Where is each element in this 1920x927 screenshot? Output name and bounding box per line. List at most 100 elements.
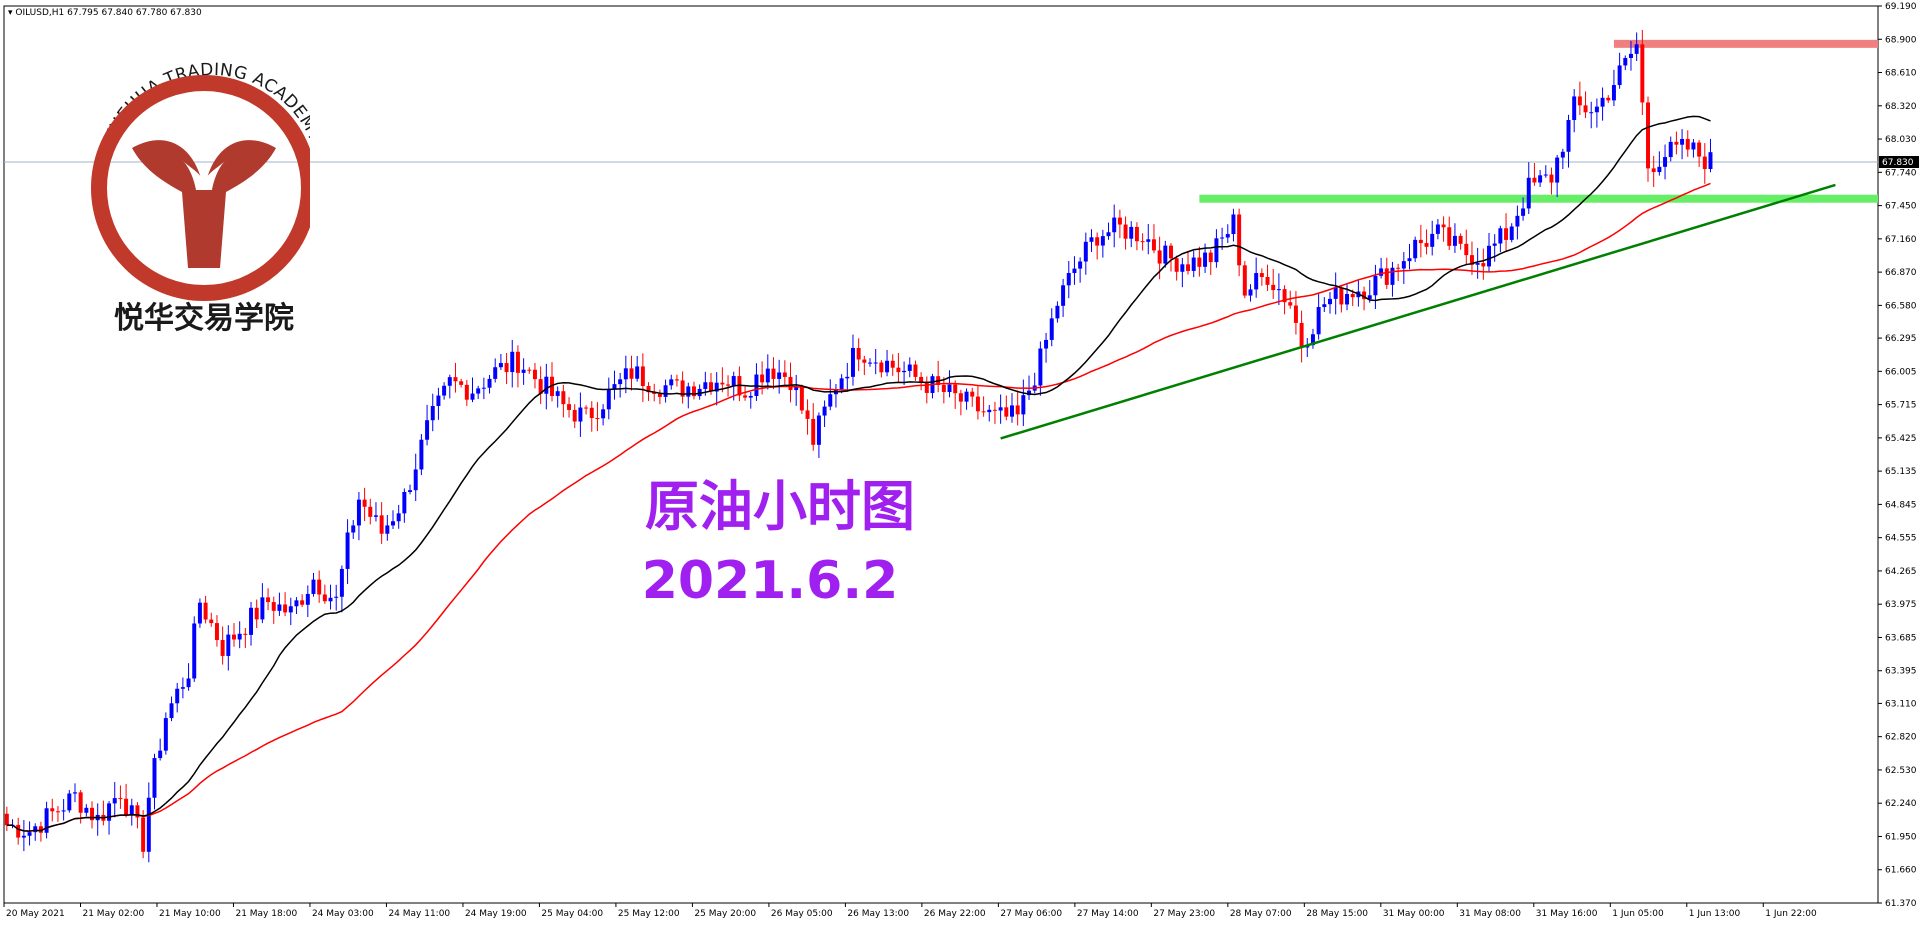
candle-body[interactable] <box>288 606 293 613</box>
candle-body[interactable] <box>1197 257 1202 267</box>
candle-body[interactable] <box>1339 287 1344 305</box>
candle-body[interactable] <box>1396 267 1401 269</box>
candle-body[interactable] <box>686 386 691 397</box>
candle-body[interactable] <box>907 364 912 371</box>
candle-body[interactable] <box>958 393 963 402</box>
candle-body[interactable] <box>975 396 980 412</box>
candle-body[interactable] <box>1328 298 1332 305</box>
candle-body[interactable] <box>328 597 333 602</box>
candle-body[interactable] <box>186 678 191 688</box>
candle-body[interactable] <box>1089 237 1094 242</box>
candle-body[interactable] <box>4 813 9 826</box>
candle-body[interactable] <box>1680 138 1685 145</box>
candle-body[interactable] <box>1214 238 1219 263</box>
candle-body[interactable] <box>1345 294 1350 305</box>
candle-body[interactable] <box>1203 252 1208 267</box>
candle-body[interactable] <box>1117 217 1122 225</box>
candle-body[interactable] <box>1702 156 1707 170</box>
candle-body[interactable] <box>1464 243 1469 256</box>
candle-body[interactable] <box>1299 322 1304 348</box>
candle-body[interactable] <box>720 382 725 385</box>
candle-body[interactable] <box>334 596 339 598</box>
candle-body[interactable] <box>124 798 129 815</box>
candle-body[interactable] <box>1498 228 1503 244</box>
candle-body[interactable] <box>487 378 492 388</box>
candle-body[interactable] <box>1231 214 1236 235</box>
candle-body[interactable] <box>368 506 373 517</box>
candle-body[interactable] <box>90 807 95 821</box>
candle-body[interactable] <box>345 532 350 569</box>
candle-body[interactable] <box>1061 285 1066 306</box>
candle-body[interactable] <box>748 395 753 398</box>
candle-body[interactable] <box>572 409 577 422</box>
candle-body[interactable] <box>408 490 413 492</box>
candle-body[interactable] <box>544 376 549 394</box>
candle-body[interactable] <box>1651 168 1656 173</box>
candle-body[interactable] <box>538 379 543 394</box>
candle-body[interactable] <box>266 597 271 603</box>
candle-body[interactable] <box>595 418 600 420</box>
candle-body[interactable] <box>1538 175 1543 183</box>
candle-body[interactable] <box>249 607 254 635</box>
candle-body[interactable] <box>1186 264 1191 271</box>
candle-body[interactable] <box>129 805 134 815</box>
candle-body[interactable] <box>1316 307 1321 335</box>
candle-body[interactable] <box>1146 239 1151 242</box>
candle-body[interactable] <box>504 363 509 373</box>
candle-body[interactable] <box>107 803 112 821</box>
candle-body[interactable] <box>470 393 475 400</box>
candle-body[interactable] <box>845 376 850 379</box>
candle-body[interactable] <box>192 623 197 679</box>
candle-body[interactable] <box>72 792 77 794</box>
candle-body[interactable] <box>913 364 918 377</box>
candle-body[interactable] <box>1504 228 1509 240</box>
candle-body[interactable] <box>1708 152 1713 170</box>
candle-body[interactable] <box>646 386 651 393</box>
candle-body[interactable] <box>657 393 662 397</box>
candle-body[interactable] <box>941 385 946 393</box>
candle-body[interactable] <box>175 688 180 704</box>
candle-body[interactable] <box>510 351 515 373</box>
candle-body[interactable] <box>260 597 265 620</box>
candle-body[interactable] <box>618 379 623 385</box>
candle-body[interactable] <box>953 384 958 394</box>
candle-body[interactable] <box>1628 53 1633 58</box>
candle-body[interactable] <box>1072 268 1077 274</box>
candle-body[interactable] <box>1015 405 1020 415</box>
candle-body[interactable] <box>1350 294 1355 298</box>
candle-body[interactable] <box>322 594 327 602</box>
candle-body[interactable] <box>629 368 634 379</box>
candle-body[interactable] <box>811 418 816 445</box>
candle-body[interactable] <box>385 525 390 534</box>
candle-body[interactable] <box>1242 265 1247 296</box>
candle-body[interactable] <box>1180 264 1185 272</box>
candle-body[interactable] <box>237 633 242 640</box>
candle-body[interactable] <box>220 640 225 656</box>
candle-body[interactable] <box>436 395 441 406</box>
candle-body[interactable] <box>1129 226 1134 239</box>
candle-body[interactable] <box>209 619 214 624</box>
candle-body[interactable] <box>1668 141 1673 158</box>
candle-body[interactable] <box>1430 233 1435 247</box>
candle-body[interactable] <box>1697 142 1702 157</box>
candle-body[interactable] <box>1583 105 1588 113</box>
candle-body[interactable] <box>1566 120 1571 152</box>
candle-body[interactable] <box>680 380 685 397</box>
candle-body[interactable] <box>180 687 185 689</box>
candle-body[interactable] <box>691 386 696 397</box>
candle-body[interactable] <box>1220 237 1225 239</box>
candle-body[interactable] <box>311 579 316 594</box>
candle-body[interactable] <box>1288 302 1293 306</box>
candle-body[interactable] <box>21 835 26 838</box>
candle-body[interactable] <box>203 602 208 620</box>
candle-body[interactable] <box>1560 151 1565 158</box>
candle-body[interactable] <box>33 826 38 833</box>
candle-body[interactable] <box>356 499 361 526</box>
candle-body[interactable] <box>782 372 787 377</box>
candle-body[interactable] <box>271 602 276 611</box>
candle-body[interactable] <box>1413 239 1418 259</box>
candle-body[interactable] <box>1225 234 1230 238</box>
candle-body[interactable] <box>84 807 89 813</box>
candle-body[interactable] <box>254 607 259 620</box>
